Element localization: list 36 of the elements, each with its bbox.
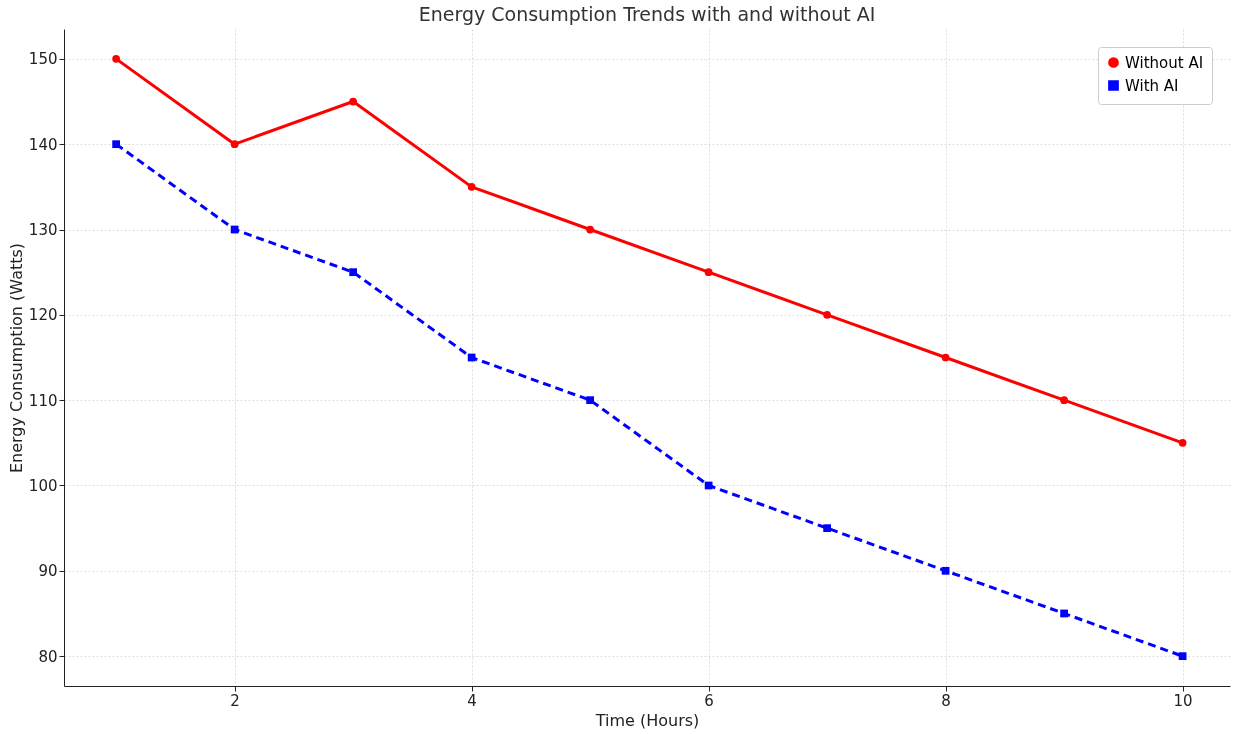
point xyxy=(1178,438,1187,447)
point xyxy=(586,225,594,234)
point xyxy=(941,353,950,362)
point xyxy=(941,566,950,575)
point xyxy=(112,140,121,149)
point xyxy=(704,268,713,277)
point xyxy=(823,310,831,319)
point xyxy=(230,225,239,234)
x-tick-label: 8 xyxy=(941,691,951,710)
point xyxy=(1060,609,1068,618)
chart-title: Energy Consumption Trends with and without AI xyxy=(418,3,876,25)
point xyxy=(112,55,121,63)
y-tick-label: 150 xyxy=(28,50,58,69)
point xyxy=(230,140,239,149)
x-tick-label: 10 xyxy=(1173,691,1193,710)
x-axis-title: Time (Hours) xyxy=(594,710,700,730)
y-tick-label: 110 xyxy=(28,391,58,410)
y-tick-label: 90 xyxy=(38,562,58,581)
y-axis-title: Energy Consumption (Watts) xyxy=(6,242,26,474)
legend-label: Without AI xyxy=(1125,53,1204,72)
x-tick-label: 6 xyxy=(704,691,714,710)
point xyxy=(467,182,476,191)
y-tick-label: 140 xyxy=(28,135,58,154)
point xyxy=(1060,396,1068,405)
point xyxy=(349,268,357,277)
x-tick-label: 2 xyxy=(230,691,240,710)
x-tick-label: 4 xyxy=(467,691,477,710)
legend-label: With AI xyxy=(1125,76,1179,95)
y-tick-label: 120 xyxy=(28,306,58,325)
point xyxy=(823,524,831,533)
point xyxy=(349,97,357,106)
point xyxy=(586,396,594,405)
y-tick-label: 130 xyxy=(28,221,58,240)
y-tick-label: 100 xyxy=(28,476,58,495)
point xyxy=(1178,652,1187,661)
y-tick-label: 80 xyxy=(38,647,58,666)
